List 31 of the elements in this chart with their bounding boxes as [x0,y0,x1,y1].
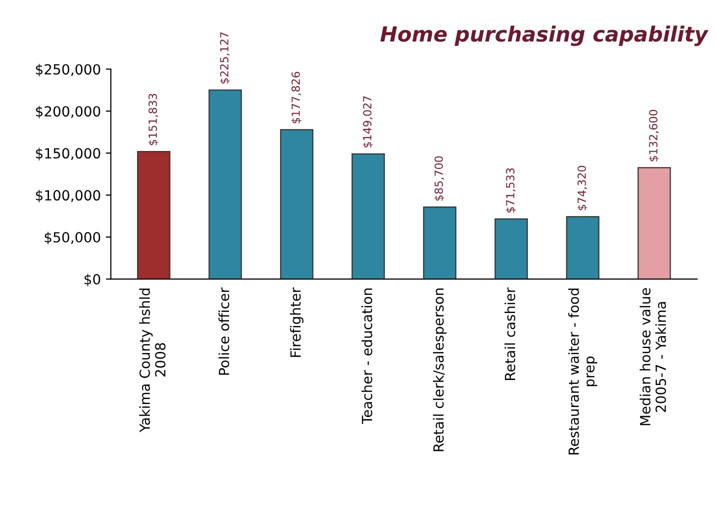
bar [352,153,385,280]
data-label: $85,700 [434,156,444,201]
data-label: $151,833 [148,94,158,146]
chart-title: Home purchasing capability [380,26,709,46]
bar [137,150,170,280]
data-label: $71,533 [506,168,516,212]
x-tick-label: Police officer [218,287,230,375]
y-tick-label: $50,000 [44,232,100,244]
y-tick-label: $200,000 [36,106,100,118]
bar [208,89,242,280]
data-label: $225,127 [220,32,230,84]
y-tick-label: $0 [84,274,100,286]
data-label: $177,826 [291,72,302,124]
bar [494,218,528,280]
x-tick-label: Median house value 2005-7 - Yakima [640,288,666,426]
x-tick-label: Yakima County hshld 2008 [139,288,166,432]
bar [566,216,600,280]
y-tick-label: $250,000 [36,64,100,76]
data-label: $132,600 [648,110,659,162]
bar [280,129,314,280]
data-label: $74,320 [577,166,588,210]
y-tick-label: $150,000 [36,148,100,160]
x-tick-label: Restaurant waiter - food prep [568,288,598,454]
data-label: $149,027 [362,96,373,148]
x-tick-label: Retail clerk/salesperson [433,288,446,452]
bar [423,206,456,280]
x-tick-label: Teacher - education [362,288,372,424]
x-tick-label: Retail cashier [504,287,516,380]
bar [638,167,671,280]
x-tick-label: Firefighter [290,287,304,357]
y-tick-label: $100,000 [36,190,100,202]
